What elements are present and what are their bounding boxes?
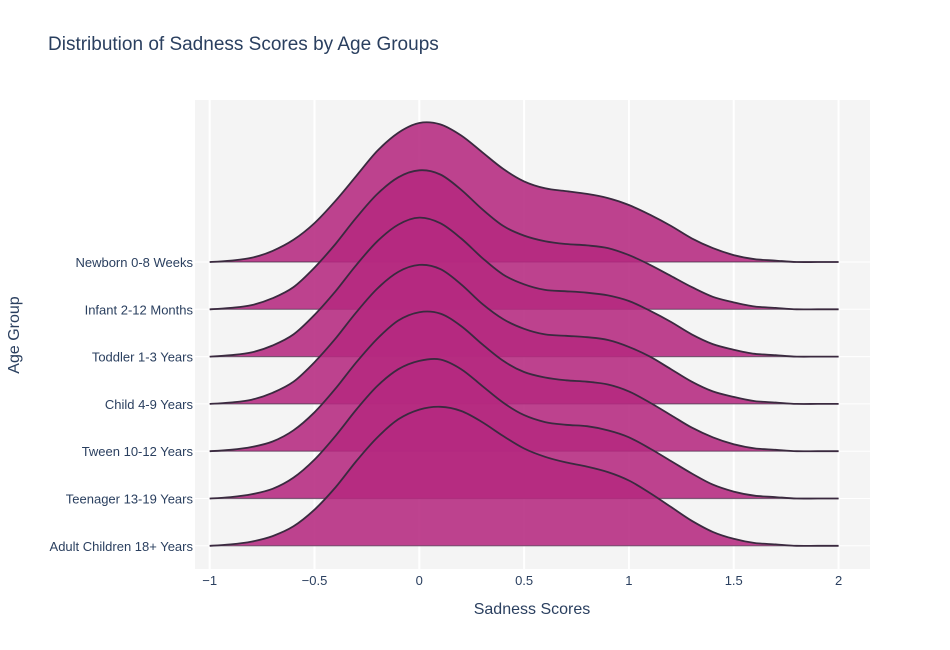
ridge-outline xyxy=(209,263,839,405)
ridge-outline xyxy=(209,405,839,547)
ridges xyxy=(209,121,839,547)
y-tick-label: Tween 10-12 Years xyxy=(82,444,194,459)
y-axis-ticks: Newborn 0-8 Weeks Infant 2-12 Months Toddl… xyxy=(50,255,194,554)
ridge-adult-children-18-years xyxy=(209,405,839,547)
ridge-outline xyxy=(209,216,839,358)
x-axis-ticks: −1 −0.5 0 0.5 1 1.5 2 xyxy=(202,573,842,588)
x-tick-label: 1.5 xyxy=(725,573,743,588)
ridge-outline xyxy=(209,121,839,263)
x-tick-label: −0.5 xyxy=(302,573,328,588)
y-tick-label: Teenager 13-19 Years xyxy=(66,492,194,507)
x-tick-label: 2 xyxy=(835,573,842,588)
ridge-outline xyxy=(209,310,839,453)
x-tick-label: −1 xyxy=(202,573,217,588)
ridge-outline xyxy=(209,169,839,311)
y-tick-label: Toddler 1-3 Years xyxy=(92,350,194,365)
ridge-outline xyxy=(209,358,839,500)
y-tick-label: Newborn 0-8 Weeks xyxy=(75,255,193,270)
y-tick-label: Infant 2-12 Months xyxy=(85,302,194,317)
y-axis-title: Age Group xyxy=(6,296,23,373)
x-axis-title: Sadness Scores xyxy=(474,601,591,618)
ridge-fill xyxy=(209,406,839,546)
chart-title: Distribution of Sadness Scores by Age Gr… xyxy=(48,34,439,55)
x-tick-label: 0 xyxy=(416,573,423,588)
x-tick-label: 1 xyxy=(625,573,632,588)
y-tick-label: Child 4-9 Years xyxy=(105,397,194,412)
x-tick-label: 0.5 xyxy=(515,573,533,588)
y-tick-label: Adult Children 18+ Years xyxy=(50,539,194,554)
